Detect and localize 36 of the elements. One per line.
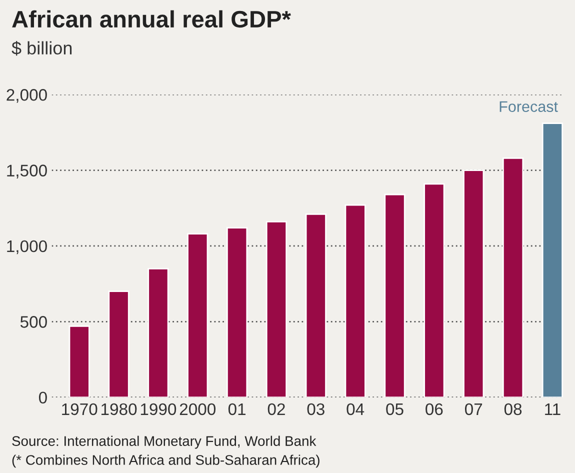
x-tick-label: 02 xyxy=(268,403,285,416)
bar xyxy=(502,157,524,398)
bar xyxy=(108,290,130,398)
x-tick-label: 2000 xyxy=(180,403,216,416)
bar xyxy=(187,233,208,398)
y-tick-label: 2,000 xyxy=(6,89,47,103)
x-tick-label: 11 xyxy=(545,403,560,415)
y-tick-label: 1,000 xyxy=(7,240,47,254)
x-tick-label: 06 xyxy=(426,403,443,416)
bar xyxy=(266,221,288,398)
bar xyxy=(463,170,484,398)
x-tick-label: 08 xyxy=(504,403,522,416)
chart-title: African annual real GDP* xyxy=(12,10,291,28)
bar xyxy=(344,204,366,398)
bar xyxy=(384,194,406,398)
bar xyxy=(305,213,326,398)
y-tick-label: 0 xyxy=(38,392,47,404)
bar xyxy=(68,325,90,398)
bar xyxy=(148,268,169,398)
x-tick-label: 04 xyxy=(346,403,364,416)
y-tick-label: 500 xyxy=(20,316,47,328)
bar xyxy=(542,122,564,398)
chart-subtitle: $ billion xyxy=(12,40,72,56)
x-tick-label: 01 xyxy=(228,403,246,416)
x-tick-label: 1990 xyxy=(140,403,176,416)
y-tick-label: 1,500 xyxy=(7,164,47,178)
bar xyxy=(226,227,248,398)
x-tick-label: 05 xyxy=(386,403,404,416)
text: (* Combines North Africa and Sub-Saharan Africa) xyxy=(12,454,320,468)
x-tick-label: 1970 xyxy=(62,403,98,416)
annotation: Forecast xyxy=(500,101,558,112)
x-tick-label: 03 xyxy=(307,403,324,416)
x-tick-label: 07 xyxy=(464,403,482,416)
source-note: Source: International Monetary Fund, World Bank xyxy=(12,436,316,449)
x-tick-label: 1980 xyxy=(102,403,137,416)
bar xyxy=(424,183,445,398)
